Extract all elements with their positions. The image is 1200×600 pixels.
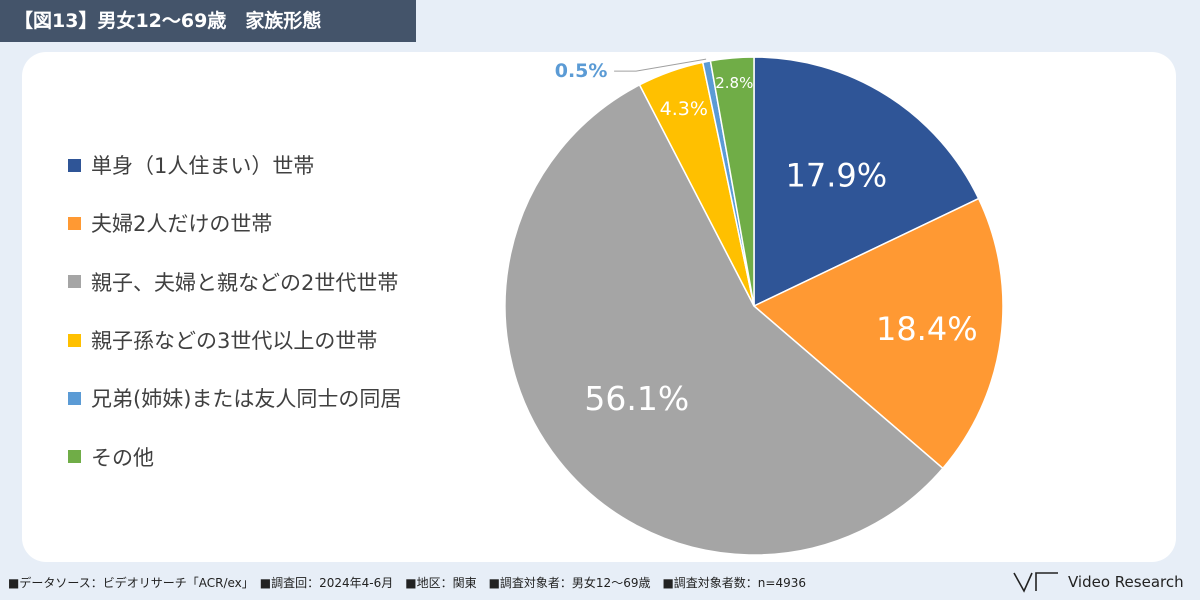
legend-swatch (68, 216, 81, 230)
legend-label: 親子孫などの3世代以上の世帯 (91, 329, 378, 354)
brand-name: Video Research (1068, 573, 1184, 591)
legend-swatch (68, 391, 81, 405)
brand-logo: Video Research (1012, 568, 1184, 596)
legend-item: 単身（1人住まい）世帯 (68, 136, 401, 194)
legend-label: その他 (91, 445, 154, 470)
data-label: 4.3% (660, 98, 708, 120)
legend-swatch (68, 275, 81, 289)
legend-swatch (68, 158, 81, 172)
data-label: 17.9% (785, 156, 887, 194)
pie-slice (753, 56, 980, 308)
pie-slice (752, 197, 1004, 470)
legend: 単身（1人住まい）世帯 夫婦2人だけの世帯親子、夫婦と親などの2世代世帯 親子孫など… (68, 136, 401, 486)
video-research-logo-icon (1013, 572, 1058, 593)
legend-swatch (68, 333, 81, 347)
legend-item: 兄弟(姉妹)または友人同士の同居 (68, 369, 401, 427)
data-label: 2.8% (715, 74, 753, 92)
legend-swatch (68, 450, 81, 464)
legend-label: 兄弟(姉妹)または友人同士の同居 (91, 387, 402, 412)
legend-item: 夫婦2人だけの世帯 (68, 194, 401, 252)
chart-title: 【図13】男女12～69歳 家族形態 (0, 0, 416, 42)
data-label: 18.4% (876, 310, 978, 348)
legend-item: 親子、夫婦と親などの2世代世帯 (68, 253, 401, 311)
legend-item: 親子孫などの3世代以上の世帯 (68, 311, 401, 369)
pie-slice (504, 83, 944, 556)
legend-item: その他 (68, 427, 401, 485)
footer-note: ■データソース：ビデオリサーチ「ACR/ex」 ■調査回：2024年4-6月 ■… (8, 576, 807, 590)
legend-label: 夫婦2人だけの世帯 (91, 212, 273, 237)
leader-line (614, 58, 707, 72)
data-label: 0.5% (555, 60, 608, 82)
legend-label: 単身（1人住まい）世帯 (91, 154, 315, 179)
data-label: 56.1% (584, 379, 689, 418)
pie-slice (709, 56, 755, 307)
legend-label: 親子、夫婦と親などの2世代世帯 (91, 270, 399, 295)
